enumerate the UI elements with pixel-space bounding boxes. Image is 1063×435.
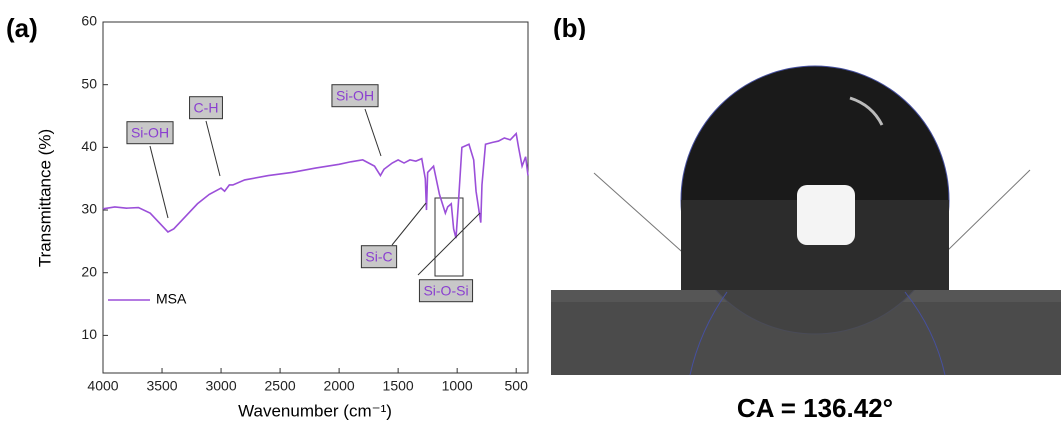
annotation-leader [205,120,221,177]
y-tick-label: 10 [81,326,97,342]
annotation-leader [364,108,382,157]
x-tick-label: 4000 [87,378,118,394]
glint [849,96,884,126]
caption: CA = 136.42° [737,393,893,423]
y-tick-label: 30 [81,201,97,217]
annotation: Si-O-Si [423,283,468,299]
series-line [102,131,529,239]
droplet-mirror [689,291,946,376]
y-tick-label: 20 [81,263,97,279]
annotation: Si-OH [131,125,169,141]
panel-label: (b) [553,13,586,43]
annotation-box [331,84,379,108]
substrate-overlay [551,290,1061,375]
x-tick-label: 1000 [442,378,473,394]
annotation-box [360,245,398,269]
photo [551,40,1061,376]
x-axis-label: Wavenumber (cm⁻¹) [238,401,392,420]
panel-label: (a) [6,13,38,43]
region-box [434,197,464,277]
annotation-box [189,96,223,120]
annotation-leader [149,145,169,219]
annotation-leader [391,202,427,246]
y-tick-label: 40 [81,138,97,154]
y-tick-label: 60 [81,13,97,29]
legend-label: MSA [156,291,187,307]
x-tick-label: 1500 [383,378,414,394]
annotation-box [126,121,174,145]
x-tick-label: 2000 [324,378,355,394]
x-tick-label: 3000 [205,378,236,394]
annotation-box [418,279,474,303]
x-tick-label: 500 [505,378,529,394]
y-axis-label: Transmittance (%) [35,129,54,267]
annotation: Si-OH [336,88,374,104]
plot-frame [102,21,529,374]
region-leader [417,212,481,276]
annotation: Si-C [365,249,392,265]
annotation: C-H [194,100,219,116]
x-tick-label: 3500 [146,378,177,394]
y-tick-label: 50 [81,75,97,91]
x-tick-label: 2500 [265,378,296,394]
highlight [797,185,855,245]
